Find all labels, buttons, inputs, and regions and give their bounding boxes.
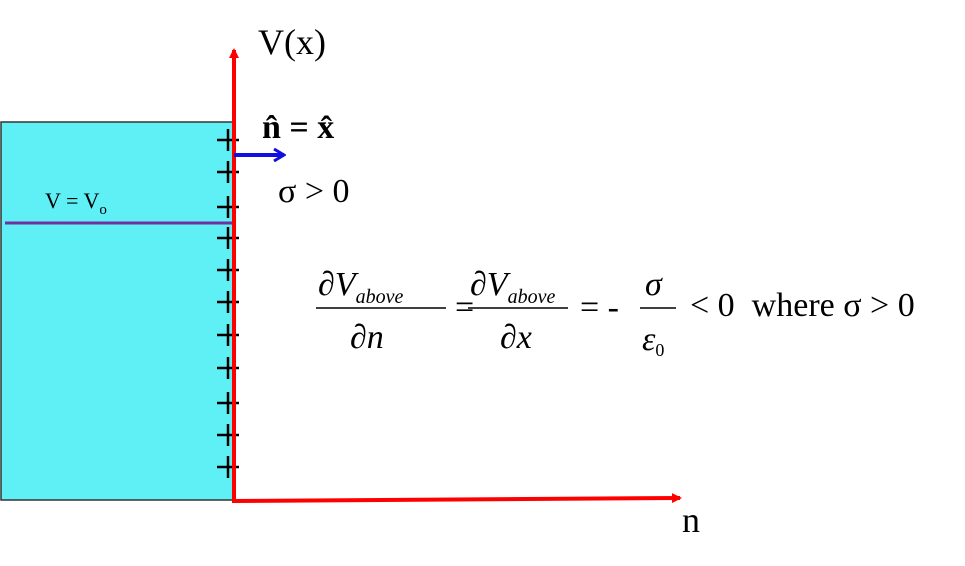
numerator: ∂Vabove xyxy=(470,266,555,308)
equation: ∂Vabove ∂n = ∂Vabove ∂x = - σ ε0 < 0 whe… xyxy=(316,266,915,360)
equation-tail: < 0 where σ > 0 xyxy=(690,287,915,324)
sigma-condition: σ > 0 xyxy=(278,173,350,210)
numerator: ∂Vabove xyxy=(318,266,403,308)
equals: = - xyxy=(580,289,619,326)
x-axis-label: n xyxy=(682,500,700,540)
equals: = xyxy=(455,289,474,326)
denominator: ε0 xyxy=(642,321,664,360)
x-axis xyxy=(231,493,682,504)
numerator: σ xyxy=(645,266,663,303)
normal-label: n̂ = x̂ xyxy=(262,109,334,146)
denominator: ∂x xyxy=(500,319,532,356)
denominator: ∂n xyxy=(350,319,384,356)
potential-label: V = Vo xyxy=(45,188,107,218)
conductor xyxy=(0,121,234,501)
y-axis-label: V(x) xyxy=(258,22,326,62)
